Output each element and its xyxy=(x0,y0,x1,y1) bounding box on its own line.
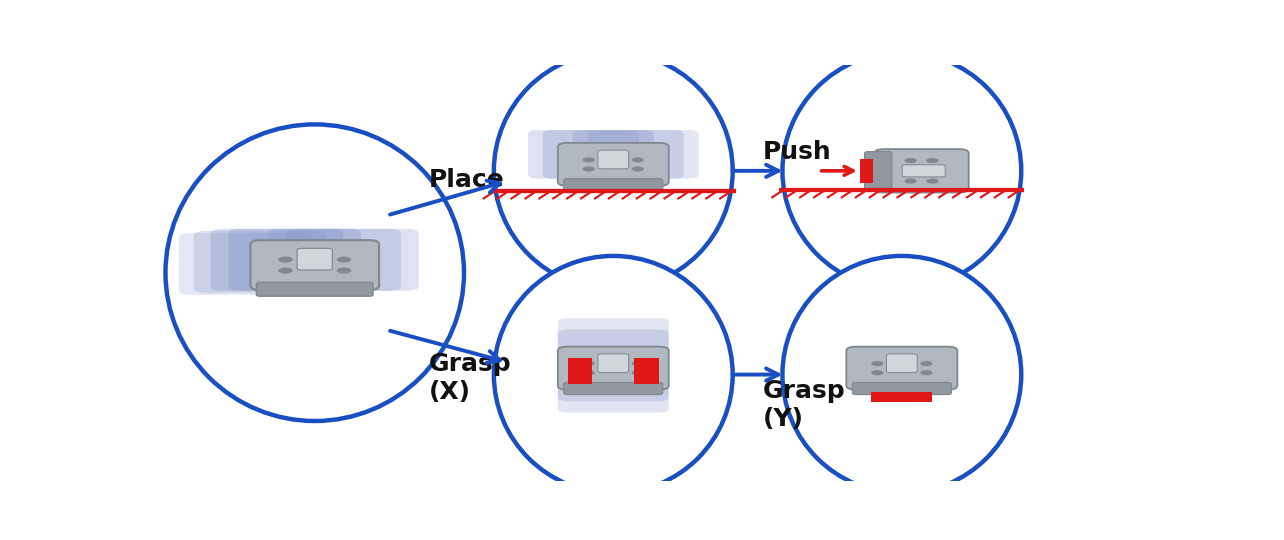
FancyBboxPatch shape xyxy=(194,231,326,293)
Circle shape xyxy=(926,158,939,163)
Circle shape xyxy=(632,361,643,366)
Circle shape xyxy=(632,370,643,375)
FancyBboxPatch shape xyxy=(903,165,945,177)
Ellipse shape xyxy=(494,52,733,289)
FancyBboxPatch shape xyxy=(573,130,683,179)
Circle shape xyxy=(872,361,883,366)
Bar xyxy=(568,358,592,384)
FancyBboxPatch shape xyxy=(853,382,951,395)
Circle shape xyxy=(872,370,883,375)
FancyBboxPatch shape xyxy=(598,354,629,373)
Text: Grasp
(Y): Grasp (Y) xyxy=(763,379,845,430)
Circle shape xyxy=(336,256,352,262)
Ellipse shape xyxy=(166,124,464,421)
FancyBboxPatch shape xyxy=(874,149,968,193)
FancyBboxPatch shape xyxy=(557,347,669,390)
Circle shape xyxy=(583,370,594,375)
Circle shape xyxy=(921,370,932,375)
FancyBboxPatch shape xyxy=(211,229,343,291)
Circle shape xyxy=(336,267,352,274)
FancyBboxPatch shape xyxy=(250,240,379,290)
FancyBboxPatch shape xyxy=(598,150,629,169)
FancyBboxPatch shape xyxy=(564,179,663,191)
Circle shape xyxy=(926,179,939,184)
Circle shape xyxy=(921,361,932,366)
Circle shape xyxy=(279,267,293,274)
Circle shape xyxy=(904,179,917,184)
FancyBboxPatch shape xyxy=(297,248,333,270)
FancyBboxPatch shape xyxy=(557,318,669,367)
FancyBboxPatch shape xyxy=(557,353,669,401)
Bar xyxy=(634,358,659,384)
Text: Push: Push xyxy=(763,140,831,164)
Bar xyxy=(860,159,873,183)
FancyBboxPatch shape xyxy=(286,229,419,291)
Circle shape xyxy=(632,157,643,163)
FancyBboxPatch shape xyxy=(557,329,669,378)
Ellipse shape xyxy=(782,256,1021,493)
FancyBboxPatch shape xyxy=(528,130,639,179)
Ellipse shape xyxy=(494,256,733,493)
FancyBboxPatch shape xyxy=(557,364,669,413)
FancyBboxPatch shape xyxy=(864,152,892,190)
Text: Place: Place xyxy=(429,167,505,192)
FancyBboxPatch shape xyxy=(257,282,374,296)
Ellipse shape xyxy=(782,52,1021,289)
Text: Grasp
(X): Grasp (X) xyxy=(429,352,512,403)
Circle shape xyxy=(583,361,594,366)
FancyBboxPatch shape xyxy=(268,229,401,291)
FancyBboxPatch shape xyxy=(886,354,917,373)
Circle shape xyxy=(279,256,293,262)
Circle shape xyxy=(583,166,594,172)
Circle shape xyxy=(632,166,643,172)
Circle shape xyxy=(583,157,594,163)
FancyBboxPatch shape xyxy=(229,229,361,291)
FancyBboxPatch shape xyxy=(846,347,958,390)
Circle shape xyxy=(904,158,917,163)
FancyBboxPatch shape xyxy=(564,382,663,395)
FancyBboxPatch shape xyxy=(543,130,654,179)
Bar xyxy=(872,392,932,402)
FancyBboxPatch shape xyxy=(178,233,311,295)
FancyBboxPatch shape xyxy=(557,143,669,186)
FancyBboxPatch shape xyxy=(588,130,698,179)
